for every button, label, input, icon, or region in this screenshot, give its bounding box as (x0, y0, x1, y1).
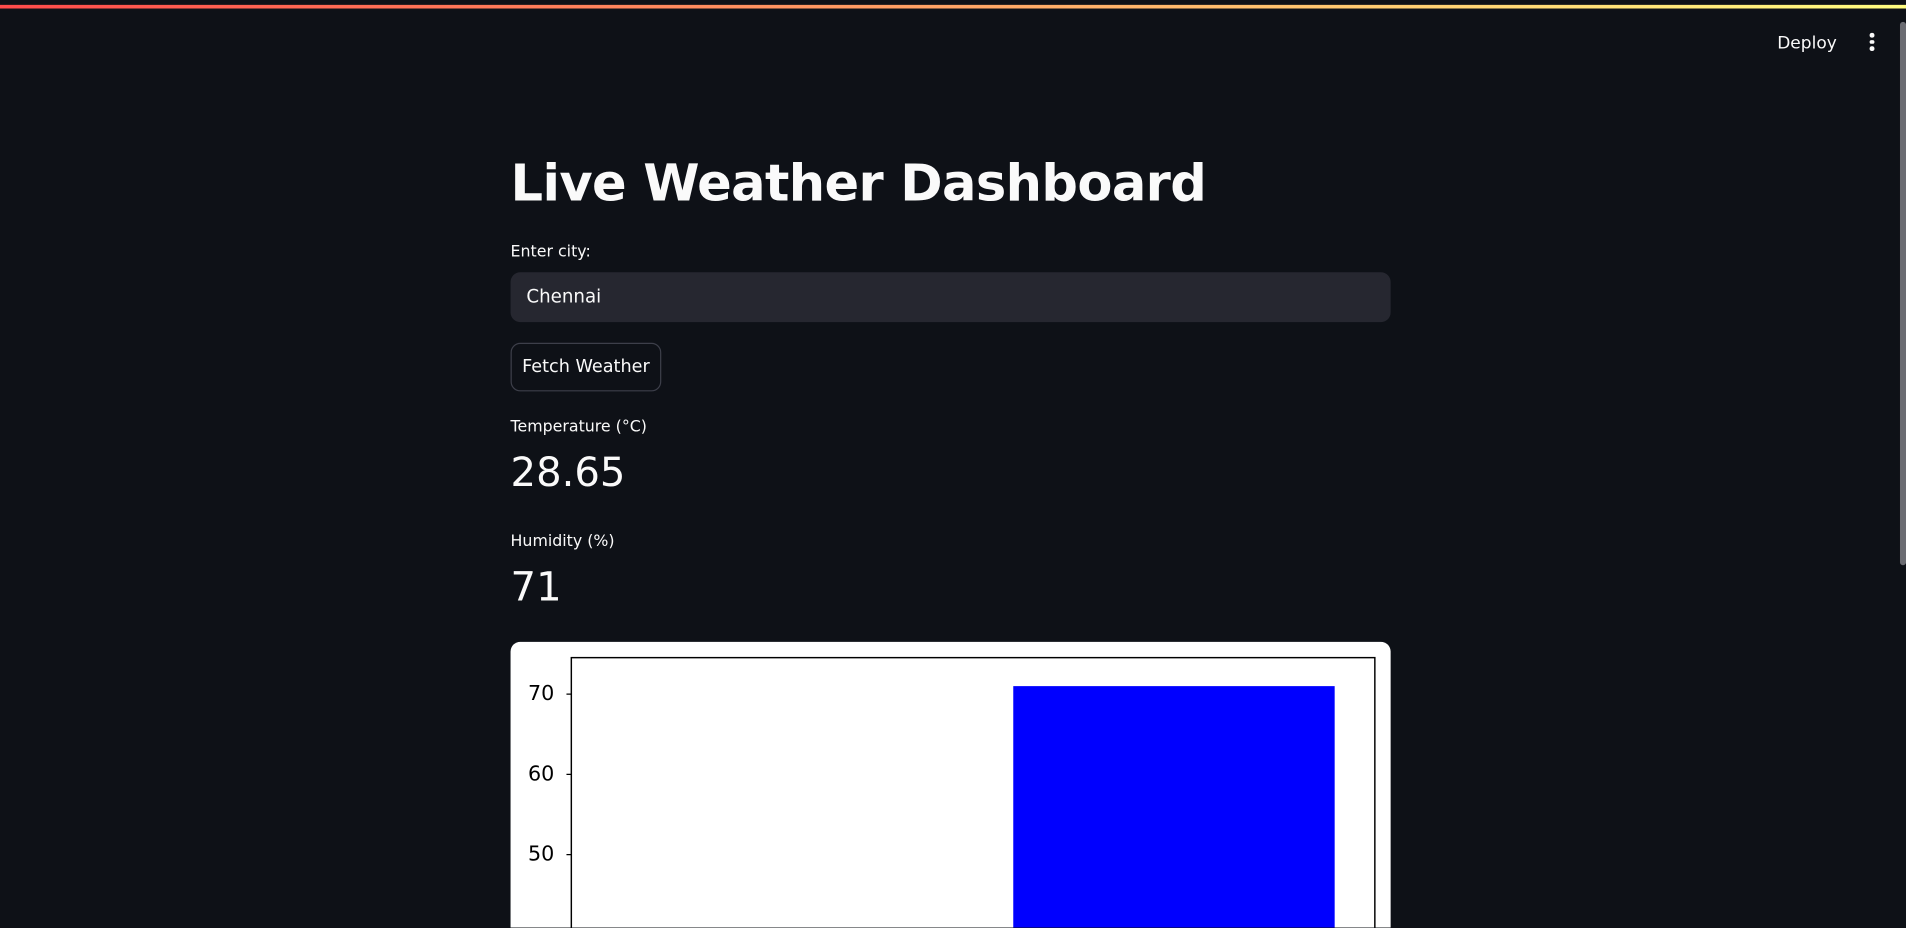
chart: 50 60 70 (528, 656, 1376, 928)
city-input[interactable]: Chennai (510, 272, 1391, 323)
y-tick-label: 70 (528, 681, 554, 705)
y-tick-label: 60 (528, 761, 554, 785)
page-title: Live Weather Dashboard (510, 153, 1207, 213)
y-tick-label: 50 (528, 842, 554, 866)
metric-label: Temperature (°C) (510, 418, 647, 437)
chart-card: 50 60 70 (510, 641, 1391, 928)
metric-value: 71 (510, 562, 562, 611)
scrollbar[interactable] (1899, 21, 1906, 566)
fetch-button[interactable]: Fetch Weather (510, 342, 662, 392)
metric-label: Humidity (%) (510, 532, 615, 551)
input-label: Enter city: (510, 243, 591, 262)
bar (1013, 686, 1335, 928)
axes-frame (570, 656, 1376, 928)
decoration-bar (0, 4, 1906, 9)
menu-button[interactable] (1867, 32, 1877, 55)
deploy-button[interactable]: Deploy (1777, 34, 1837, 54)
metric-value: 28.65 (510, 448, 626, 496)
